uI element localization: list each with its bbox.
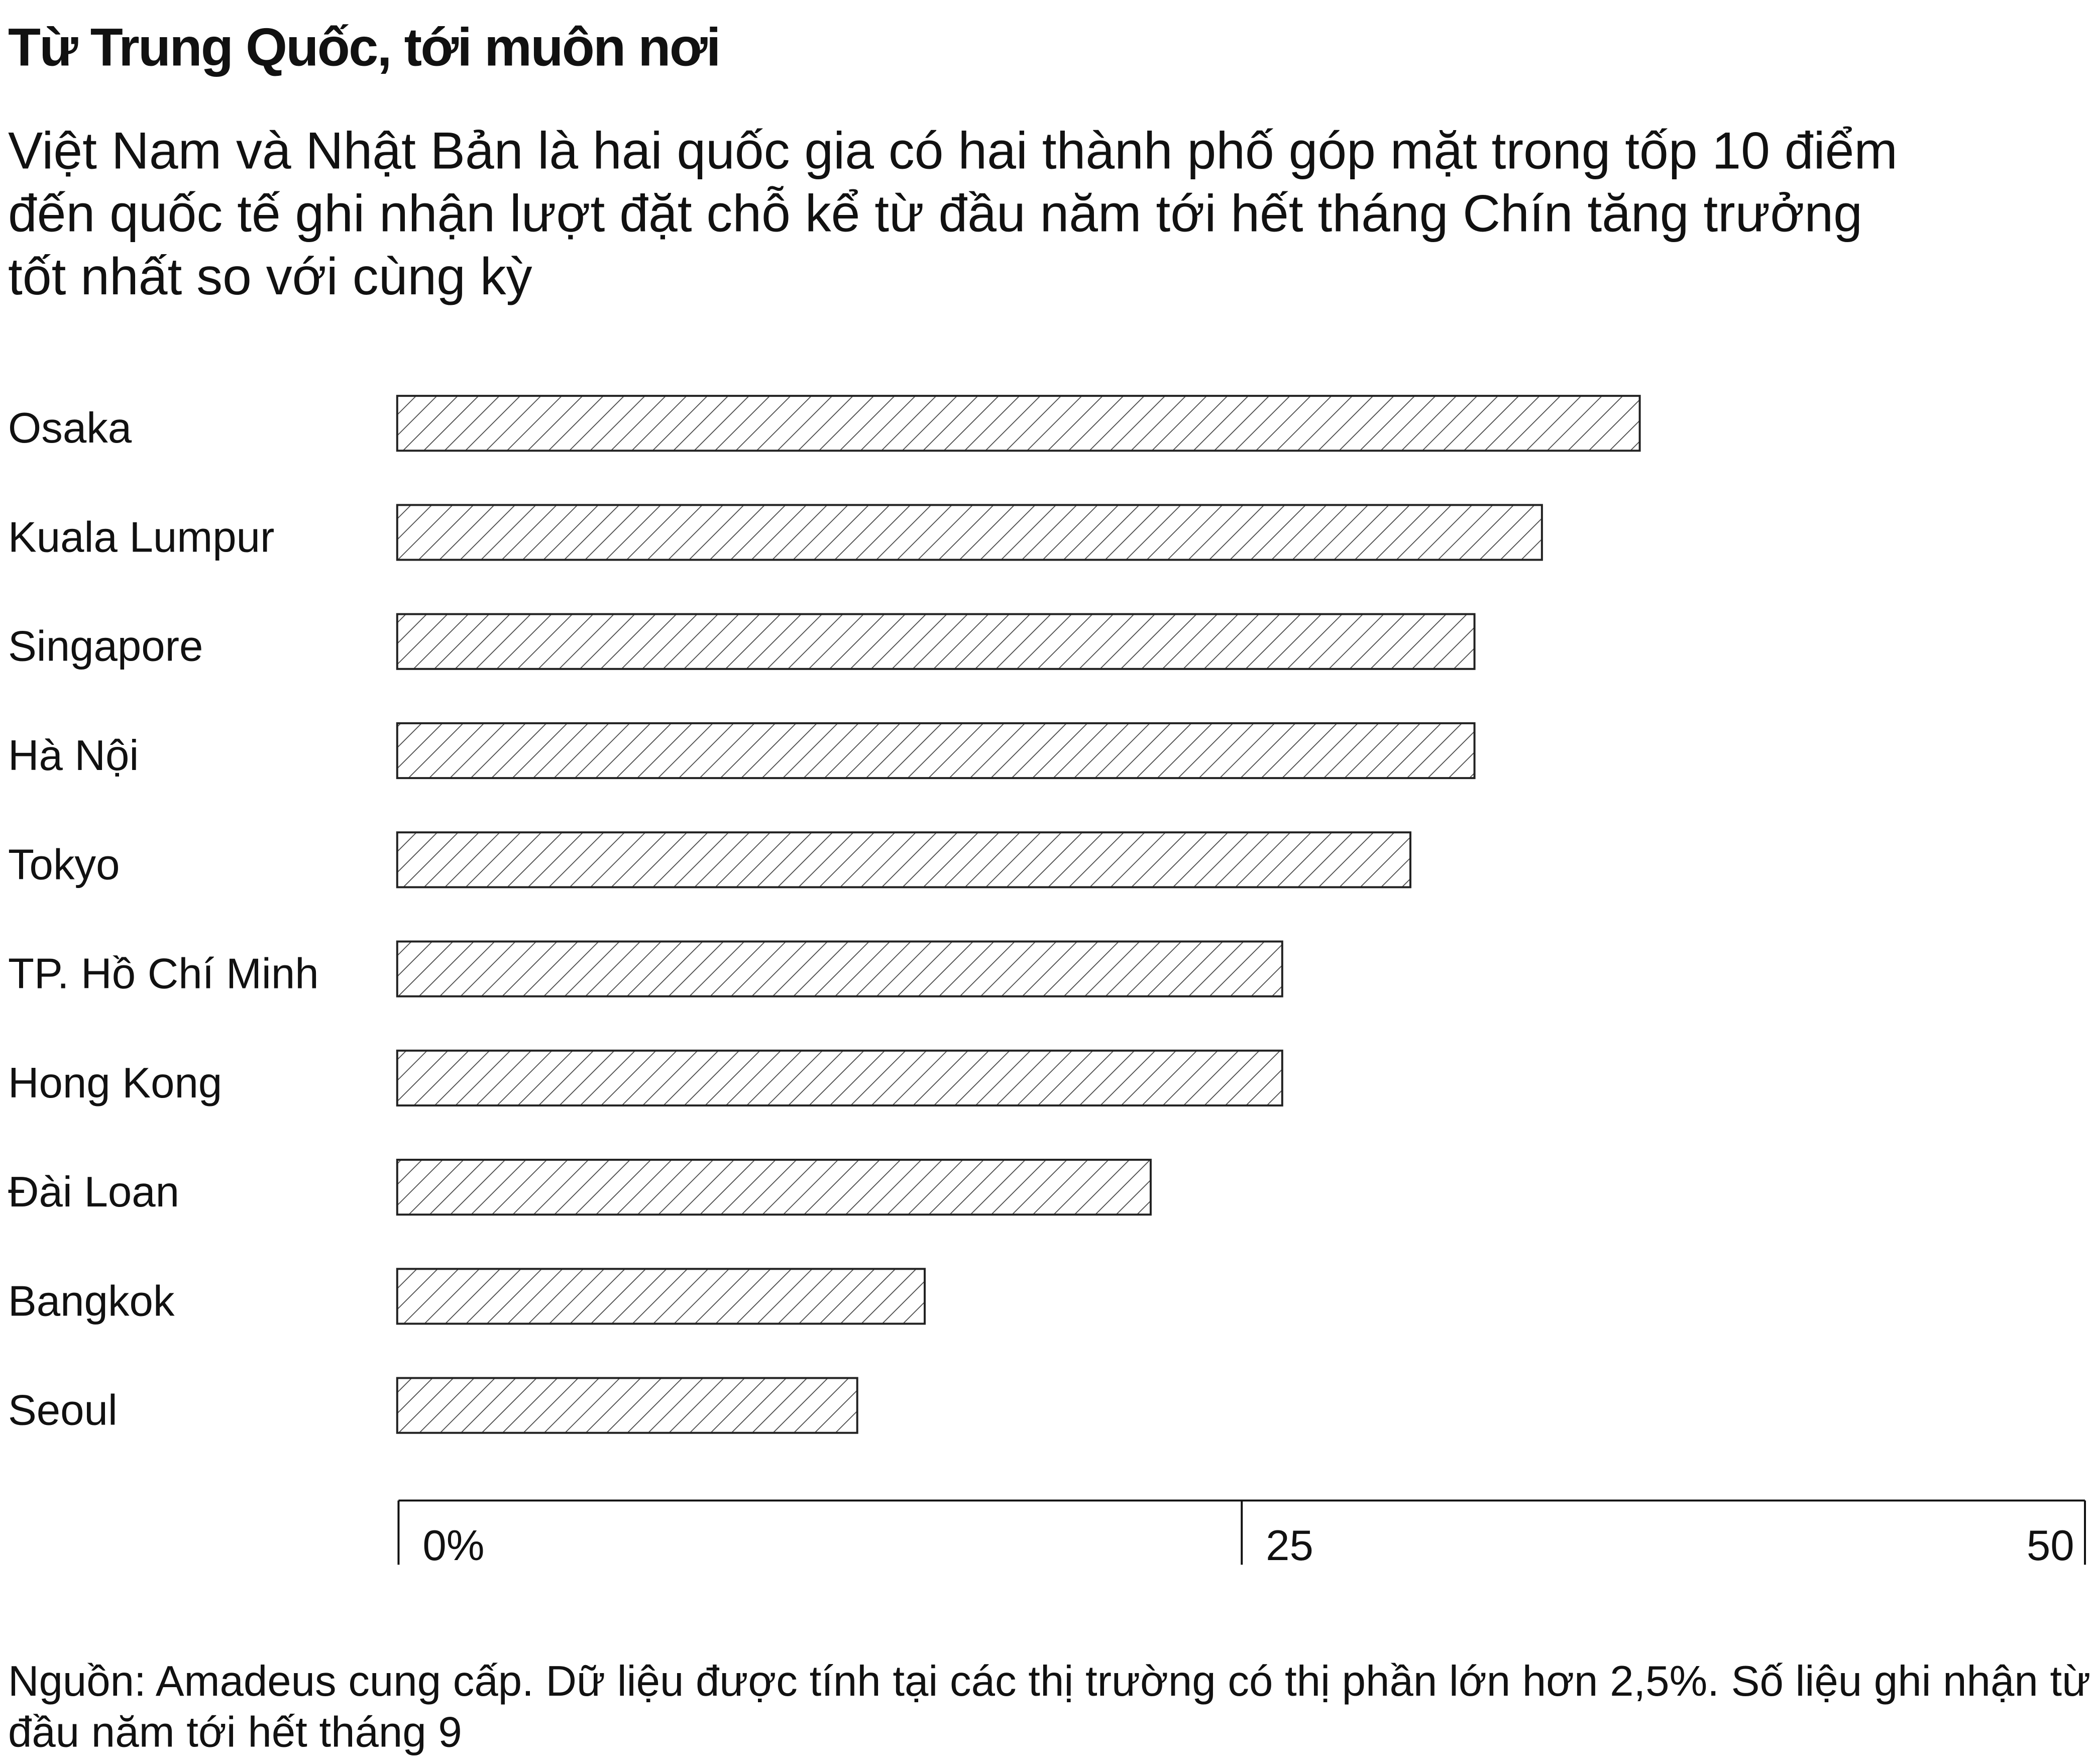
bar — [396, 613, 1476, 670]
y-tick-label: Singapore — [8, 623, 203, 671]
y-tick-label: Hà Nội — [8, 732, 139, 780]
y-tick-label: TP. Hồ Chí Minh — [8, 950, 319, 998]
bar — [396, 940, 1283, 998]
bar — [396, 1377, 858, 1434]
y-tick-label: Osaka — [8, 404, 132, 452]
bar — [396, 1159, 1152, 1216]
x-tick-label: 50 — [2027, 1522, 2074, 1570]
y-tick-label: Kuala Lumpur — [8, 513, 274, 561]
bar — [396, 722, 1476, 780]
x-tick-label: 25 — [1266, 1522, 1313, 1570]
chart-subtitle: Việt Nam và Nhật Bản là hai quốc gia có … — [8, 123, 1898, 306]
bar — [396, 504, 1543, 561]
y-tick-label: Đài Loan — [8, 1168, 179, 1216]
source-note: Nguồn: Amadeus cung cấp. Dữ liệu được tí… — [8, 1657, 2091, 1756]
y-tick-label: Tokyo — [8, 841, 120, 889]
y-tick-label: Hong Kong — [8, 1059, 222, 1107]
chart-title: Từ Trung Quốc, tới muôn nơi — [8, 19, 721, 78]
bar — [396, 1268, 926, 1325]
y-tick-label: Bangkok — [8, 1277, 175, 1325]
y-tick-label: Seoul — [8, 1387, 118, 1435]
bar — [396, 1049, 1283, 1107]
bar — [396, 831, 1411, 889]
bar — [396, 395, 1641, 452]
x-tick-label: 0% — [422, 1522, 484, 1570]
